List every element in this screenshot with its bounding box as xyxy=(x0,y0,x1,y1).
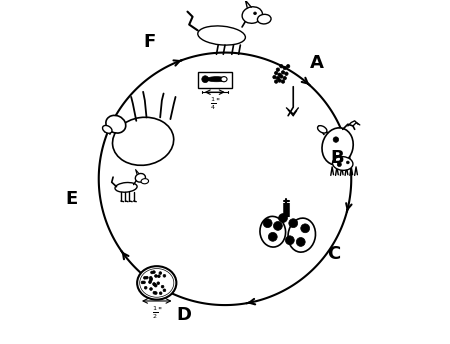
Circle shape xyxy=(286,65,290,68)
Circle shape xyxy=(149,279,152,282)
Text: $\frac{1}{2}$": $\frac{1}{2}$" xyxy=(152,304,162,321)
Circle shape xyxy=(154,284,157,287)
Circle shape xyxy=(268,233,277,241)
Circle shape xyxy=(276,68,279,71)
Circle shape xyxy=(161,285,164,288)
Ellipse shape xyxy=(103,126,112,133)
Text: D: D xyxy=(176,306,192,324)
Ellipse shape xyxy=(288,218,315,252)
Circle shape xyxy=(143,281,145,284)
Circle shape xyxy=(274,222,282,230)
Circle shape xyxy=(151,271,153,274)
Ellipse shape xyxy=(318,126,327,133)
Circle shape xyxy=(289,219,298,228)
Circle shape xyxy=(141,281,144,284)
Circle shape xyxy=(283,66,286,69)
Circle shape xyxy=(159,292,162,294)
Ellipse shape xyxy=(112,117,174,165)
Ellipse shape xyxy=(333,157,353,170)
Circle shape xyxy=(296,237,305,246)
Circle shape xyxy=(153,282,155,285)
Ellipse shape xyxy=(322,128,353,165)
Circle shape xyxy=(276,76,279,80)
Circle shape xyxy=(145,276,148,279)
Ellipse shape xyxy=(198,26,245,45)
Circle shape xyxy=(163,289,166,292)
Circle shape xyxy=(274,71,278,75)
Ellipse shape xyxy=(242,7,262,23)
Ellipse shape xyxy=(260,216,286,247)
Circle shape xyxy=(278,79,281,82)
Circle shape xyxy=(163,275,166,277)
Circle shape xyxy=(153,271,155,273)
Circle shape xyxy=(274,80,278,83)
Ellipse shape xyxy=(140,269,174,297)
Text: C: C xyxy=(328,245,341,263)
Circle shape xyxy=(153,283,156,286)
Circle shape xyxy=(279,75,283,78)
Text: F: F xyxy=(144,33,156,51)
Circle shape xyxy=(254,12,256,15)
Circle shape xyxy=(154,275,158,277)
Text: $\frac{1}{4}$": $\frac{1}{4}$" xyxy=(210,95,220,112)
Circle shape xyxy=(281,71,285,74)
Circle shape xyxy=(159,272,162,275)
Circle shape xyxy=(279,214,288,223)
Circle shape xyxy=(144,277,146,279)
Circle shape xyxy=(202,76,209,83)
Circle shape xyxy=(279,65,283,68)
Circle shape xyxy=(150,278,153,280)
Text: E: E xyxy=(65,190,77,208)
Circle shape xyxy=(346,161,349,164)
Text: A: A xyxy=(310,54,324,72)
FancyBboxPatch shape xyxy=(198,72,232,88)
Circle shape xyxy=(157,282,160,284)
Ellipse shape xyxy=(115,183,137,192)
Ellipse shape xyxy=(207,77,226,82)
Ellipse shape xyxy=(141,179,148,184)
Circle shape xyxy=(154,292,157,294)
Circle shape xyxy=(278,73,281,76)
Circle shape xyxy=(144,287,147,289)
Circle shape xyxy=(337,162,342,166)
Circle shape xyxy=(150,288,153,290)
Circle shape xyxy=(148,281,151,283)
Circle shape xyxy=(285,236,294,245)
Ellipse shape xyxy=(135,173,145,182)
Text: B: B xyxy=(331,149,344,167)
Circle shape xyxy=(273,75,276,79)
Circle shape xyxy=(285,72,288,75)
Circle shape xyxy=(281,80,285,83)
Circle shape xyxy=(153,291,156,294)
Circle shape xyxy=(301,224,310,233)
Ellipse shape xyxy=(106,115,126,133)
Circle shape xyxy=(158,275,160,278)
Circle shape xyxy=(283,76,286,80)
Ellipse shape xyxy=(257,14,271,24)
Circle shape xyxy=(263,219,272,228)
Ellipse shape xyxy=(137,266,176,300)
Ellipse shape xyxy=(221,77,227,82)
Circle shape xyxy=(333,137,339,142)
Circle shape xyxy=(149,277,152,279)
